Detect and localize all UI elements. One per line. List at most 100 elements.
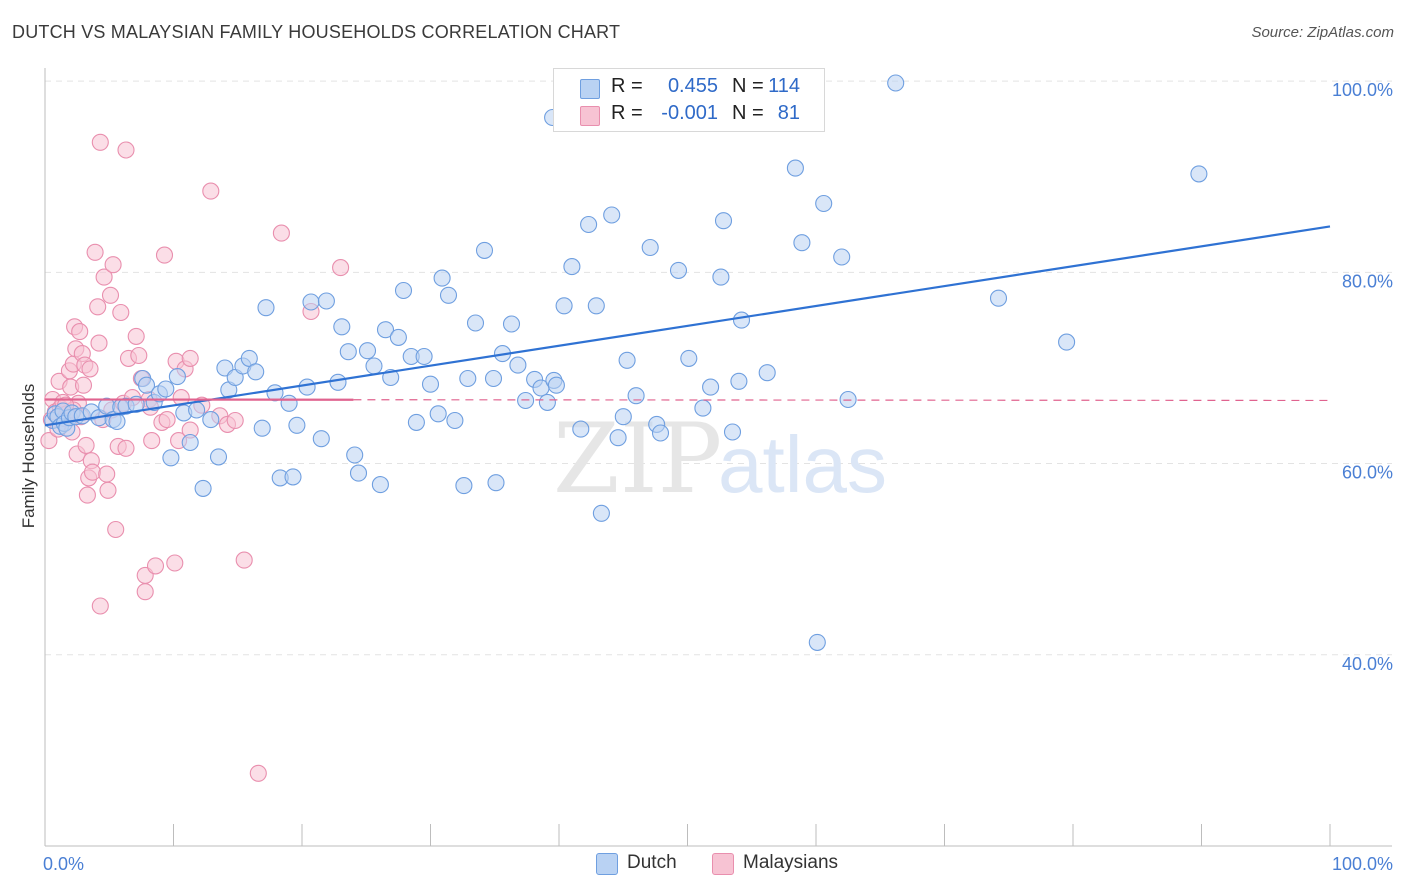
malaysians-point xyxy=(91,133,109,151)
dutch-point xyxy=(137,376,156,394)
dutch-point xyxy=(394,281,413,300)
malaysians-point xyxy=(95,268,113,286)
malaysians-r-value: -0.001 xyxy=(661,102,718,124)
dutch-point xyxy=(833,248,851,266)
malaysians-point xyxy=(155,246,174,264)
dutch-point xyxy=(603,206,621,224)
dutch-point xyxy=(188,401,206,419)
dutch-point xyxy=(563,258,581,276)
dutch-point xyxy=(555,297,573,315)
watermark-zip: ZIP xyxy=(553,403,722,515)
dutch-point xyxy=(651,424,670,442)
dutch-r-value: 0.455 xyxy=(667,75,718,97)
legend-row-malaysians: R = -0.001 N = 81 xyxy=(554,100,824,128)
malaysians-point xyxy=(272,224,290,242)
malaysians-point xyxy=(332,259,350,277)
dutch-point xyxy=(329,373,347,391)
dutch-point xyxy=(181,433,199,452)
malaysians-n-value: 81 xyxy=(777,102,800,124)
malaysians-point xyxy=(166,554,184,572)
dutch-point xyxy=(339,343,357,361)
malaysians-point xyxy=(91,597,109,615)
malaysians-point xyxy=(136,583,154,601)
dutch-n-value: 114 xyxy=(768,75,800,97)
y-axis-label: Family Households xyxy=(19,384,38,529)
malaysians-point xyxy=(235,551,253,569)
dutch-point xyxy=(694,399,712,417)
dutch-point xyxy=(389,328,407,346)
dutch-point xyxy=(257,299,275,317)
malaysians-point xyxy=(98,465,116,483)
malaysians-n-label: N = xyxy=(732,102,764,124)
dutch-points xyxy=(44,74,1208,651)
malaysians-point xyxy=(117,141,135,159)
dutch-point xyxy=(580,215,598,234)
malaysians-point xyxy=(71,323,89,341)
dutch-point xyxy=(786,159,804,177)
dutch-point xyxy=(641,238,659,257)
legend-malaysians-swatch xyxy=(712,853,734,875)
dutch-point xyxy=(168,368,186,386)
dutch-point xyxy=(712,268,730,286)
trend-lines xyxy=(44,225,1331,427)
dutch-point xyxy=(288,416,306,434)
malaysians-r-label: R = xyxy=(611,102,643,124)
dutch-point xyxy=(587,297,605,315)
malaysians-point xyxy=(74,376,93,394)
dutch-point xyxy=(808,633,826,651)
malaysians-point xyxy=(127,327,145,345)
dutch-point xyxy=(421,375,440,393)
dutch-point xyxy=(732,311,751,329)
dutch-point xyxy=(302,293,320,311)
dutch-point xyxy=(280,394,298,412)
dutch-point xyxy=(253,419,271,437)
legend-row-dutch: R = 0.455 N = 114 xyxy=(554,73,824,101)
dutch-r-label: R = xyxy=(611,75,643,97)
source-label: Source: ZipAtlas.com xyxy=(1251,24,1394,41)
y-tick-label: 80.0% xyxy=(1342,271,1393,291)
dutch-point xyxy=(538,393,556,411)
malaysians-point xyxy=(81,360,99,378)
dutch-point xyxy=(702,378,720,396)
legend-malaysians-label: Malaysians xyxy=(743,852,839,873)
dutch-point xyxy=(157,380,175,398)
malaysians-point xyxy=(101,286,120,304)
dutch-point xyxy=(758,364,776,382)
malaysians-point xyxy=(130,346,148,365)
malaysians-point xyxy=(226,411,244,430)
malaysians-point xyxy=(77,436,95,454)
dutch-point xyxy=(487,474,505,492)
dutch-point xyxy=(317,292,335,310)
dutch-point xyxy=(547,376,565,394)
malaysians-point xyxy=(249,764,267,782)
dutch-point xyxy=(247,363,265,381)
dutch-point xyxy=(407,413,425,431)
malaysians-points xyxy=(40,133,350,782)
malaysians-point xyxy=(78,486,96,504)
dutch-point xyxy=(439,286,458,304)
dutch-point xyxy=(365,357,383,375)
malaysians-trend-extension xyxy=(353,399,1331,402)
malaysians-point xyxy=(40,432,58,450)
malaysians-point xyxy=(86,243,104,261)
dutch-point xyxy=(793,234,811,252)
dutch-point xyxy=(592,504,610,522)
malaysians-swatch xyxy=(580,106,600,126)
dutch-point xyxy=(459,369,477,388)
dutch-point xyxy=(627,387,645,405)
malaysians-point xyxy=(143,432,161,450)
malaysians-point xyxy=(158,411,176,429)
dutch-point xyxy=(349,464,368,482)
dutch-point xyxy=(609,429,627,447)
dutch-point xyxy=(376,321,395,339)
dutch-point xyxy=(502,315,521,333)
chart-title: DUTCH VS MALAYSIAN FAMILY HOUSEHOLDS COR… xyxy=(12,22,621,42)
dutch-point xyxy=(680,349,698,367)
dutch-point xyxy=(371,476,389,494)
axes xyxy=(44,68,1392,847)
dutch-point xyxy=(298,378,316,396)
malaysians-point xyxy=(117,439,135,457)
y-tick-label: 40.0% xyxy=(1342,654,1393,674)
malaysians-point xyxy=(181,349,199,367)
